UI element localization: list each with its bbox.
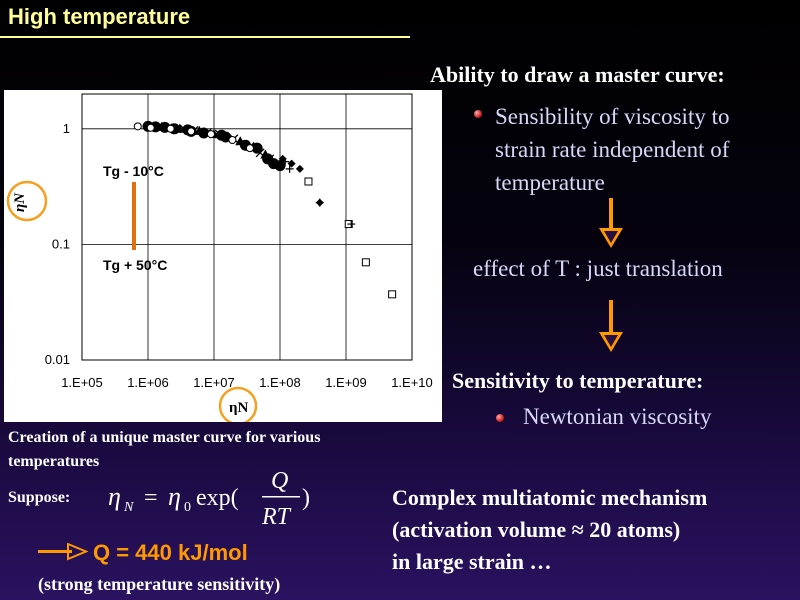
data-point — [146, 123, 155, 132]
chart-caption-line1: Creation of a unique master curve for va… — [8, 429, 321, 446]
x-tick-label: 1.E+05 — [61, 375, 103, 390]
data-point — [156, 121, 167, 131]
chart-grid — [81, 93, 413, 361]
strong-sensitivity-note: (strong temperature sensitivity) — [38, 574, 281, 594]
data-point — [388, 290, 397, 299]
data-point — [206, 130, 215, 139]
svg-text:η: η — [108, 482, 121, 511]
complex-line3: in large strain … — [392, 549, 552, 574]
complex-mechanism-text: Complex multiatomic mechanism (activatio… — [392, 482, 707, 578]
complex-line2: (activation volume ≈ 20 atoms) — [392, 517, 681, 542]
x-axis-label: ηN — [229, 400, 249, 416]
bullet-sensibility-line3: temperature — [495, 170, 605, 195]
y-tick-label: 0.01 — [45, 352, 70, 367]
x-tick-label: 1.E+06 — [127, 375, 169, 390]
arrhenius-equation: η N = η 0 exp( Q RT ) — [108, 468, 310, 530]
svg-text:η: η — [168, 482, 181, 511]
temperature-range-bar — [132, 182, 136, 250]
data-point — [274, 160, 286, 172]
chart-marks — [133, 120, 397, 299]
data-point — [187, 127, 196, 136]
chart-tick-labels: 1.E+05 1.E+06 1.E+07 1.E+08 1.E+09 1.E+10 1 0.1… — [45, 121, 433, 390]
data-point — [281, 157, 290, 166]
data-point — [347, 220, 356, 229]
x-label-highlight-circle — [218, 386, 258, 422]
effect-translation-text: effect of T : just translation — [473, 256, 723, 281]
data-point — [361, 258, 370, 267]
chart-caption-line2: temperatures — [8, 453, 100, 470]
data-point — [295, 164, 304, 173]
svg-text:): ) — [302, 485, 310, 511]
svg-text:Q: Q — [271, 468, 288, 494]
data-point — [235, 136, 246, 146]
data-point — [220, 131, 232, 143]
x-tick-label: 1.E+08 — [259, 375, 301, 390]
data-point — [133, 122, 142, 131]
y-label-highlight-circle — [6, 180, 48, 222]
data-point — [285, 164, 294, 173]
title-underline — [0, 36, 410, 38]
down-arrow-icon — [599, 198, 623, 248]
x-tick-label: 1.E+07 — [193, 375, 235, 390]
bullet-newtonian: Newtonian viscosity — [523, 404, 712, 429]
data-point — [287, 159, 296, 168]
data-point — [315, 198, 324, 207]
svg-text:exp(: exp( — [196, 485, 239, 511]
complex-line1: Complex multiatomic mechanism — [392, 485, 708, 510]
plot-border — [81, 93, 413, 361]
master-curve-chart — [4, 90, 442, 422]
master-curve-plot: 1.E+05 1.E+06 1.E+07 1.E+08 1.E+09 1.E+10 1 0.1… — [6, 93, 433, 422]
bullet-icon — [474, 110, 482, 118]
bullet-sensibility-line1: Sensibility of viscosity to — [495, 104, 730, 129]
y-tick-label: 1 — [63, 121, 70, 136]
data-point — [245, 144, 254, 153]
slide-title: High temperature — [8, 4, 191, 29]
down-arrow-icon — [599, 300, 623, 352]
right-arrow-icon — [38, 543, 88, 561]
y-axis-label: ηN — [12, 192, 28, 212]
data-point — [174, 123, 185, 133]
data-point — [260, 149, 271, 159]
svg-text:=: = — [144, 485, 158, 511]
y-tick-label: 0.1 — [52, 236, 70, 251]
data-point — [166, 124, 175, 133]
activation-energy-result: Q = 440 kJ/mol — [93, 540, 248, 565]
data-point — [228, 136, 237, 145]
x-tick-label: 1.E+09 — [325, 375, 367, 390]
x-tick-label: 1.E+10 — [391, 375, 433, 390]
annotation-tg-plus-50: Tg + 50°C — [103, 257, 167, 273]
data-point — [194, 125, 205, 135]
heading-master-curve: Ability to draw a master curve: — [430, 62, 725, 87]
svg-text:RT: RT — [261, 504, 292, 530]
svg-text:N: N — [123, 500, 134, 515]
heading-temperature-sensitivity: Sensitivity to temperature: — [452, 368, 704, 393]
bullet-sensibility: Sensibility of viscosity to strain rate … — [495, 100, 729, 199]
bullet-sensibility-line2: strain rate independent of — [495, 137, 730, 162]
chart-caption: Creation of a unique master curve for va… — [8, 426, 320, 474]
suppose-label: Suppose: — [8, 489, 71, 506]
data-point — [304, 177, 313, 186]
bullet-icon — [496, 414, 504, 422]
annotation-tg-minus-10: Tg - 10°C — [103, 163, 164, 179]
svg-text:0: 0 — [184, 500, 191, 515]
chart-annotations: Tg - 10°C Tg + 50°C — [103, 163, 167, 273]
